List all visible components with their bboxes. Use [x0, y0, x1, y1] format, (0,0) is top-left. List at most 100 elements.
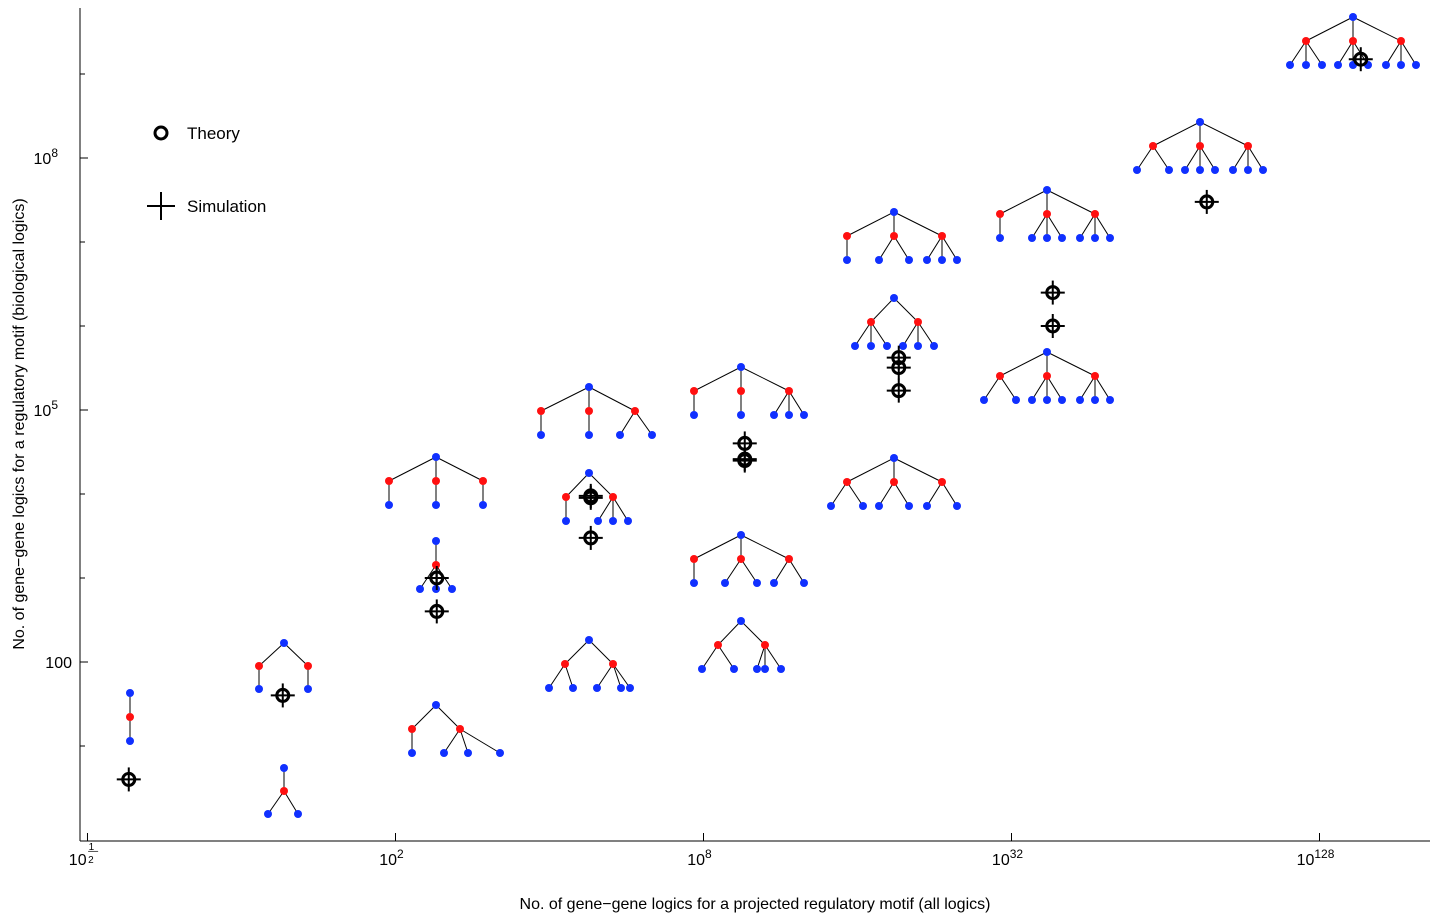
motif-node-blue [617, 684, 625, 692]
motif-tree-0 [126, 689, 134, 745]
motif-node-blue [448, 585, 456, 593]
motif-node-blue [1349, 13, 1357, 21]
axis-ticks [80, 73, 1320, 841]
motif-edge [1031, 375, 1048, 401]
motif-node-blue [1382, 61, 1390, 69]
motif-edge [1305, 16, 1354, 42]
motif-edge [564, 639, 590, 665]
motif-edge [612, 663, 631, 689]
motif-tree-9 [690, 363, 808, 419]
motif-edge [1046, 351, 1096, 377]
x-tick-label-base: 10 [69, 852, 87, 869]
motif-node-red [1397, 37, 1405, 45]
motif-node-red [609, 660, 617, 668]
motif-tree-11 [698, 617, 785, 673]
motif-node-blue [432, 537, 440, 545]
motif-node-blue [126, 737, 134, 745]
motif-edge [1400, 40, 1417, 66]
motif-edge [983, 375, 1001, 401]
legend-theory-label: Theory [187, 124, 240, 143]
motif-edge [612, 663, 622, 689]
motif-node-blue [851, 342, 859, 350]
motif-edge [893, 211, 943, 237]
simulation-point-4 [578, 525, 603, 550]
motif-edge [548, 663, 566, 689]
motif-edge [902, 321, 919, 347]
motif-node-blue [1076, 396, 1084, 404]
motif-edge [846, 481, 864, 507]
motif-node-red [890, 478, 898, 486]
x-tick-label-base: 10 [1297, 852, 1315, 869]
theory-point-16 [1353, 51, 1369, 67]
motif-node-blue [1412, 61, 1420, 69]
motif-edge [588, 472, 614, 498]
motif-node-blue [1165, 166, 1173, 174]
motif-node-red [479, 477, 487, 485]
motif-edge [1079, 375, 1096, 401]
motif-node-red [1302, 37, 1310, 45]
x-tick-label-0: 101— 2 [69, 842, 98, 869]
y-tick-label-0: 100 [45, 655, 72, 672]
motif-node-blue [753, 579, 761, 587]
motif-node-blue [1286, 61, 1294, 69]
motif-node-blue [432, 701, 440, 709]
motif-node-red [585, 407, 593, 415]
x-tick-label-exp: 128 [1314, 847, 1334, 861]
motif-edge [596, 663, 614, 689]
motif-edge [459, 728, 501, 754]
motif-node-red [280, 787, 288, 795]
motif-node-blue [859, 502, 867, 510]
motif-node-blue [953, 256, 961, 264]
motif-edge [788, 558, 805, 584]
theory-point-3 [429, 570, 445, 586]
theory-point-14 [1045, 285, 1061, 301]
motif-node-blue [930, 342, 938, 350]
motif-node-blue [777, 665, 785, 673]
motif-edge [388, 456, 437, 482]
motif-edge [1046, 375, 1063, 401]
simulation-point-12 [886, 345, 911, 370]
motif-node-red [737, 387, 745, 395]
motif-node-red [785, 387, 793, 395]
x-tick-label-exp-den: 2 [88, 855, 94, 866]
motif-node-blue [1043, 348, 1051, 356]
motif-node-blue [923, 502, 931, 510]
motif-node-blue [980, 396, 988, 404]
motif-node-blue [890, 208, 898, 216]
motif-edge [717, 620, 742, 646]
motif-node-blue [730, 665, 738, 673]
motif-node-red [1091, 210, 1099, 218]
motif-edge [565, 472, 590, 498]
motif-node-blue [1334, 61, 1342, 69]
motif-edge [283, 642, 309, 667]
motif-edge [1184, 145, 1201, 171]
motif-edge [830, 481, 848, 507]
motif-node-red [456, 725, 464, 733]
x-tick-label-exp: 32 [1010, 847, 1024, 861]
motif-edge [878, 481, 895, 507]
motif-node-red [690, 387, 698, 395]
data-points [116, 47, 1373, 792]
motif-node-blue [698, 665, 706, 673]
motif-node-blue [585, 636, 593, 644]
theory-point-4 [583, 530, 599, 546]
simulation-point-0 [116, 767, 141, 792]
theory-point-9 [737, 435, 753, 451]
motif-node-blue [737, 531, 745, 539]
motif-node-red [432, 477, 440, 485]
motif-edge [1046, 213, 1063, 239]
motif-node-blue [953, 502, 961, 510]
theory-point-1 [275, 687, 291, 703]
motif-node-blue [1076, 234, 1084, 242]
motif-node-blue [923, 256, 931, 264]
x-tick-label-exp-bar: — [88, 846, 98, 857]
motif-diagrams [126, 13, 1420, 818]
motif-edge [926, 235, 943, 261]
motif-node-blue [737, 617, 745, 625]
motif-edge [693, 534, 742, 560]
simulation-point-14 [1040, 280, 1065, 305]
y-tick-label-base: 10 [34, 403, 52, 420]
motif-edge [283, 790, 299, 815]
motif-node-blue [432, 501, 440, 509]
motif-edge [588, 639, 614, 665]
